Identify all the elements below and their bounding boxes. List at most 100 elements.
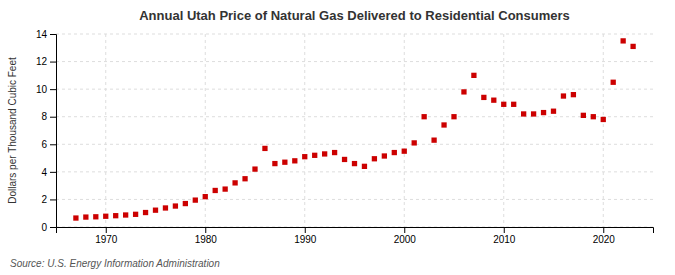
y-tick-label: 6 <box>41 139 47 150</box>
point <box>272 161 277 166</box>
x-tick-mark <box>205 227 206 233</box>
point <box>511 102 516 107</box>
y-tick-label: 0 <box>41 222 47 233</box>
y-axis-label: Dollars per Thousand Cubic Feet <box>7 57 18 204</box>
x-grid-line <box>404 34 405 227</box>
point <box>451 114 456 119</box>
point <box>591 114 596 119</box>
point <box>163 205 168 210</box>
y-tick-label: 14 <box>36 29 48 40</box>
point <box>73 215 78 220</box>
point <box>262 146 267 151</box>
x-tick: 2010 <box>493 227 516 245</box>
annotation: Source: U.S. Energy Information Administ… <box>10 258 220 269</box>
point <box>601 117 606 122</box>
x-grid-line <box>603 34 604 227</box>
point <box>621 38 626 43</box>
point <box>441 122 446 127</box>
x-tick-label: 1980 <box>195 234 218 245</box>
point <box>531 111 536 116</box>
point <box>292 158 297 163</box>
point <box>183 201 188 206</box>
point <box>412 140 417 145</box>
y-grid-line <box>56 116 653 117</box>
point <box>223 186 228 191</box>
x-tick: 1970 <box>95 227 118 245</box>
point <box>93 214 98 219</box>
point <box>352 161 357 166</box>
point <box>461 89 466 94</box>
x-tick-label: 2020 <box>593 234 616 245</box>
point <box>103 214 108 219</box>
y-tick-label: 12 <box>36 56 48 67</box>
x-tick-mark <box>404 227 405 233</box>
points <box>73 38 635 220</box>
point <box>581 113 586 118</box>
point <box>302 154 307 159</box>
point <box>501 102 506 107</box>
x-tick-mark <box>504 227 505 233</box>
point <box>402 149 407 154</box>
x-grid-line <box>105 34 106 227</box>
y-tick: 2 <box>41 194 56 205</box>
point <box>392 150 397 155</box>
x-grid-line <box>304 34 305 227</box>
point <box>611 80 616 85</box>
point <box>242 176 247 181</box>
point <box>422 114 427 119</box>
y-grid-line <box>56 199 653 200</box>
point <box>431 138 436 143</box>
y-tick-mark <box>50 34 56 35</box>
y-tick: 4 <box>41 167 56 178</box>
y-tick-label: 8 <box>41 111 47 122</box>
x-tick-label: 1990 <box>294 234 317 245</box>
point <box>232 180 237 185</box>
point <box>541 110 546 115</box>
x-tick: 1980 <box>195 227 218 245</box>
point <box>193 197 198 202</box>
point <box>471 73 476 78</box>
y-tick-mark <box>50 227 56 228</box>
y-tick-mark <box>50 89 56 90</box>
y-grid-line <box>56 34 653 35</box>
y-tick: 6 <box>41 139 56 150</box>
x-tick-mark <box>305 227 306 233</box>
point <box>143 210 148 215</box>
point <box>481 95 486 100</box>
point <box>133 212 138 217</box>
y-axis-line <box>50 35 57 228</box>
x-tick: 1990 <box>294 227 317 245</box>
y-tick-label: 10 <box>36 84 48 95</box>
point <box>561 93 566 98</box>
y-tick-mark <box>50 62 56 63</box>
point <box>332 150 337 155</box>
point <box>322 151 327 156</box>
point <box>630 44 635 49</box>
y-grid-line <box>56 89 653 90</box>
y-grid-line <box>56 171 653 172</box>
y-tick: 12 <box>36 56 56 67</box>
point <box>203 194 208 199</box>
point <box>173 203 178 208</box>
y-tick-label: 4 <box>41 167 47 178</box>
point <box>213 188 218 193</box>
y-grid-line <box>56 61 653 62</box>
point <box>362 164 367 169</box>
y-tick-mark <box>50 117 56 118</box>
y-axis: 0 2 4 6 8 10 12 14 <box>36 29 57 233</box>
point <box>551 109 556 114</box>
point <box>123 212 128 217</box>
x-tick-label: 2000 <box>394 234 417 245</box>
y-tick: 10 <box>36 84 56 95</box>
point <box>521 111 526 116</box>
x-tick: 2020 <box>593 227 616 245</box>
x-tick: 2000 <box>394 227 417 245</box>
x-axis: 1970 1980 1990 2000 2010 2020 <box>57 227 654 245</box>
x-tick-mark <box>603 227 604 233</box>
point <box>312 153 317 158</box>
x-axis-line <box>57 228 654 234</box>
y-tick-mark <box>50 172 56 173</box>
chart: 19701980199020002010202002468101214Annua… <box>0 0 675 275</box>
point <box>571 92 576 97</box>
point <box>252 166 257 171</box>
